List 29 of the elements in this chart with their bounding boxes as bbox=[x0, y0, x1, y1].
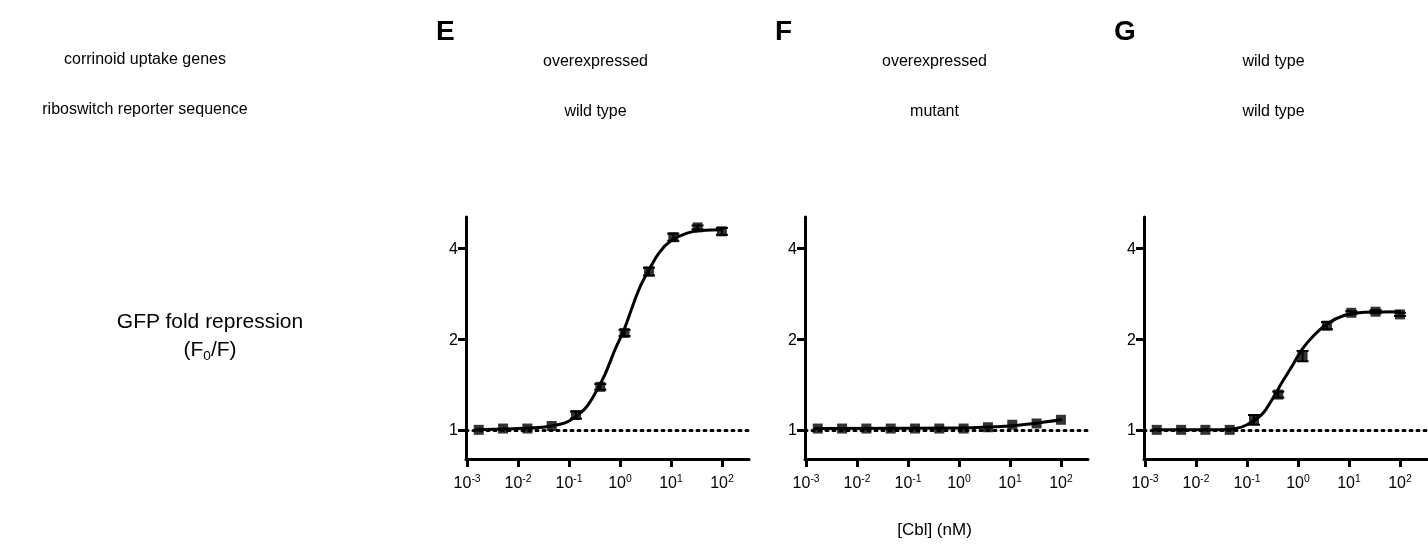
point bbox=[473, 424, 484, 435]
text: overexpressed bbox=[543, 51, 648, 69]
y-tick-label: 4 bbox=[449, 240, 459, 258]
text: corrinoid uptake genes bbox=[63, 50, 227, 68]
y-tick-label: 4 bbox=[1127, 240, 1137, 258]
text: overexpressed bbox=[882, 51, 987, 69]
text: riboswitch reporter sequence bbox=[41, 100, 249, 118]
chart-title: F bbox=[775, 14, 793, 46]
chart-title: G bbox=[1114, 14, 1136, 46]
text: wild type bbox=[563, 101, 627, 119]
point bbox=[1176, 424, 1187, 435]
chart-title: E bbox=[436, 14, 455, 46]
y-tick-label: 1 bbox=[449, 421, 459, 439]
text: wild type bbox=[1241, 51, 1305, 69]
text: mutant bbox=[910, 101, 960, 119]
point bbox=[1200, 424, 1211, 435]
text: wild type bbox=[1241, 101, 1305, 119]
point bbox=[1224, 424, 1235, 435]
x-axis-title: [Cbl] (nM) bbox=[897, 519, 972, 539]
y-tick-label: 1 bbox=[1127, 421, 1137, 439]
point bbox=[546, 420, 557, 431]
y-tick-label: 2 bbox=[788, 330, 798, 348]
point bbox=[522, 423, 533, 434]
point bbox=[1151, 424, 1162, 435]
y-tick-label: 2 bbox=[449, 330, 459, 348]
point bbox=[498, 423, 509, 434]
y-tick-label: 2 bbox=[1127, 330, 1137, 348]
y-tick-label: 4 bbox=[788, 240, 798, 258]
y-tick-label: 1 bbox=[788, 421, 798, 439]
